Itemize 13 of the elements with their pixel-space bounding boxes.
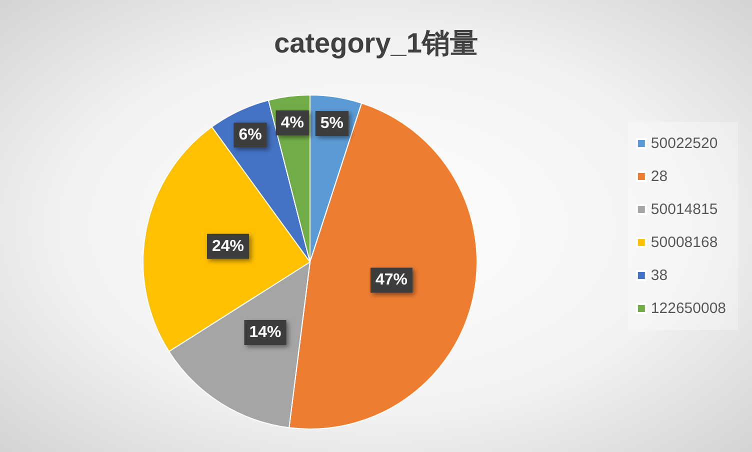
data-label: 5% [320, 114, 344, 132]
data-label: 14% [249, 324, 282, 341]
legend-label: 50014815 [650, 201, 718, 218]
legend-label: 122650008 [650, 300, 726, 317]
legend-label: 38 [650, 267, 668, 284]
data-label: 47% [375, 272, 408, 289]
chart-title: category_1销量 [274, 28, 478, 58]
legend-label: 50022520 [650, 135, 718, 152]
legend-label: 50008168 [650, 234, 718, 251]
data-label: 4% [280, 114, 304, 132]
legend-label: 28 [650, 168, 668, 185]
data-label: 24% [212, 238, 244, 255]
data-label: 6% [238, 126, 262, 144]
